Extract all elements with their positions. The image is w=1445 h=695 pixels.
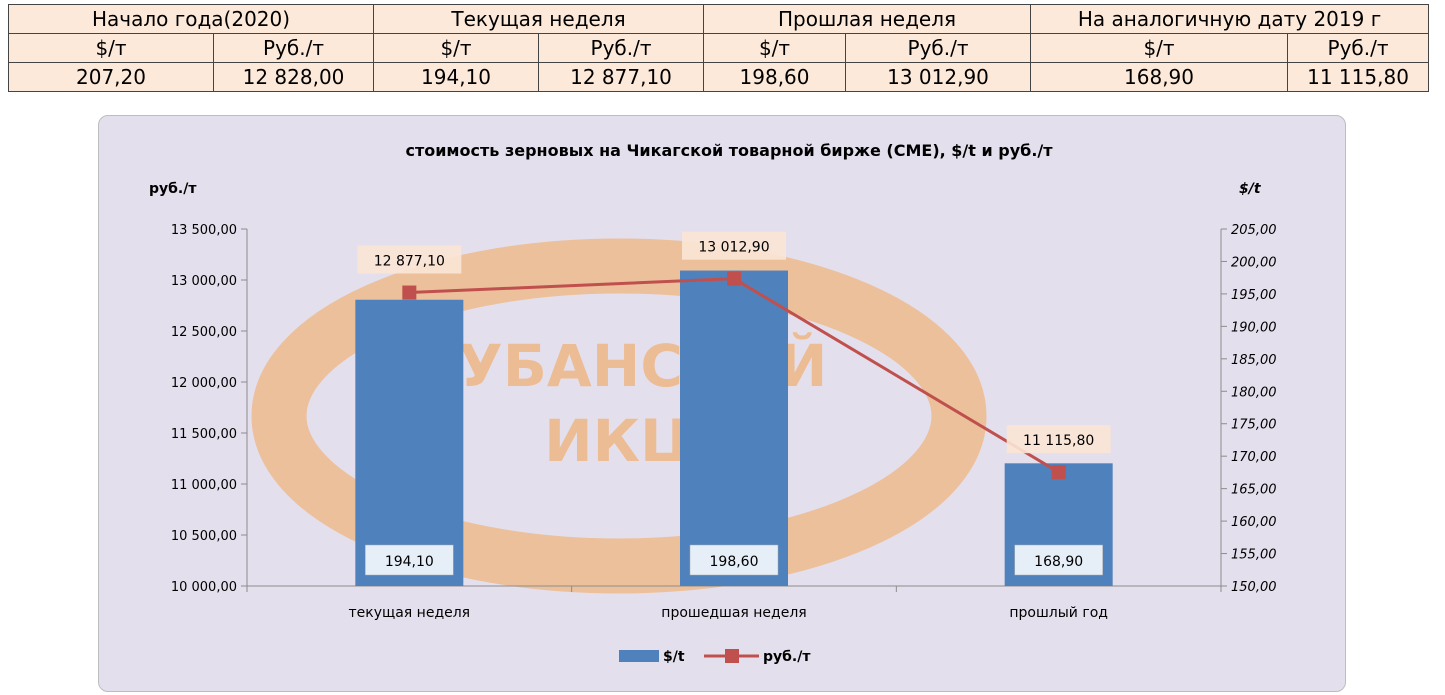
right-tick-label: 200,00 — [1231, 255, 1277, 270]
right-tick-label: 160,00 — [1231, 515, 1277, 530]
category-label: текущая неделя — [349, 605, 471, 621]
bar-data-label-box — [689, 544, 779, 576]
group-header-previous-week: Прошлая неделя — [703, 4, 1032, 34]
line-data-label-box — [357, 245, 462, 274]
right-tick-label: 155,00 — [1231, 548, 1277, 563]
value-cell: 198,60 — [703, 62, 847, 92]
line-data-label: 12 877,10 — [374, 254, 445, 270]
chart-panel: КУБАНСКИЙ ИКЦ стоимость зерновых на Чика… — [98, 115, 1346, 692]
chart-svg: КУБАНСКИЙ ИКЦ стоимость зерновых на Чика… — [149, 141, 1277, 665]
unit-header: $/т — [8, 33, 214, 63]
group-header-current-week: Текущая неделя — [373, 4, 705, 34]
value-cell: 11 115,80 — [1287, 62, 1430, 92]
chart-title: стоимость зерновых на Чикагской товарной… — [405, 141, 1053, 160]
price-table: Начало года(2020) Текущая неделя Прошлая… — [7, 4, 1430, 92]
line-series: 12 877,10 13 012,90 11 115,80 — [357, 231, 1111, 480]
line-point — [1051, 465, 1066, 480]
unit-header: $/т — [703, 33, 847, 63]
unit-header: Руб./т — [538, 33, 705, 63]
watermark-text-line-2: ИКЦ — [544, 407, 694, 475]
chart-legend: $/t руб./т — [619, 649, 811, 665]
group-header-same-date-2019: На аналогичную дату 2019 г — [1030, 4, 1430, 34]
axes-group: 13 500,00 13 000,00 12 500,00 12 000,00 11 5… — [171, 223, 1277, 621]
line-point — [402, 285, 417, 300]
bar — [680, 270, 788, 586]
legend-line-label: руб./т — [763, 649, 811, 665]
legend-bar-swatch — [619, 650, 659, 662]
bar-data-label: 168,90 — [1034, 554, 1083, 570]
left-tick-label: 13 000,00 — [171, 274, 237, 289]
right-tick-label: 190,00 — [1231, 320, 1277, 335]
value-cell: 207,20 — [8, 62, 214, 92]
right-tick-label: 195,00 — [1231, 288, 1277, 303]
right-tick-label: 205,00 — [1231, 223, 1277, 238]
right-tick-label: 175,00 — [1231, 418, 1277, 433]
left-axis-label: руб./т — [149, 181, 197, 197]
bar-data-label-box — [365, 544, 454, 576]
watermark-ring — [251, 238, 987, 594]
left-tick-label: 12 500,00 — [171, 325, 237, 340]
bar-series: 194,10 198,60 168,90 — [355, 270, 1113, 586]
left-tick-label: 13 500,00 — [171, 223, 237, 238]
bar-data-label: 198,60 — [710, 554, 759, 570]
line-data-label-box — [1006, 425, 1111, 454]
right-tick-label: 170,00 — [1231, 450, 1277, 465]
value-cell: 168,90 — [1030, 62, 1289, 92]
unit-header: $/т — [373, 33, 540, 63]
watermark-logo: КУБАНСКИЙ ИКЦ — [251, 238, 987, 594]
right-axis-label: $/t — [1239, 181, 1262, 197]
group-header-start-year: Начало года(2020) — [7, 4, 375, 34]
right-tick-label: 165,00 — [1231, 483, 1277, 498]
left-tick-label: 12 000,00 — [171, 376, 237, 391]
unit-header: Руб./т — [845, 33, 1032, 63]
category-label: прошедшая неделя — [661, 605, 806, 621]
value-cell: 12 877,10 — [538, 62, 705, 92]
left-tick-label: 10 500,00 — [171, 529, 237, 544]
legend-line-marker — [725, 649, 739, 663]
right-tick-label: 185,00 — [1231, 353, 1277, 368]
bar-data-label-box — [1014, 544, 1103, 576]
left-tick-label: 10 000,00 — [171, 580, 237, 595]
bar — [355, 299, 464, 586]
line-data-label: 11 115,80 — [1023, 433, 1094, 449]
legend-bar-label: $/t — [663, 649, 685, 665]
right-tick-label: 180,00 — [1231, 385, 1277, 400]
value-cell: 194,10 — [373, 62, 540, 92]
unit-header: Руб./т — [1287, 33, 1430, 63]
unit-header: $/т — [1030, 33, 1289, 63]
value-cell: 13 012,90 — [845, 62, 1032, 92]
left-tick-label: 11 000,00 — [171, 478, 237, 493]
right-tick-label: 150,00 — [1231, 580, 1277, 595]
line-point — [727, 271, 741, 286]
left-tick-label: 11 500,00 — [171, 427, 237, 442]
bar-data-label: 194,10 — [385, 554, 434, 570]
line-data-label: 13 012,90 — [698, 240, 769, 256]
category-label: прошлый год — [1009, 605, 1108, 621]
value-cell: 12 828,00 — [212, 62, 375, 92]
line-data-label-box — [682, 231, 786, 260]
unit-header: Руб./т — [212, 33, 375, 63]
